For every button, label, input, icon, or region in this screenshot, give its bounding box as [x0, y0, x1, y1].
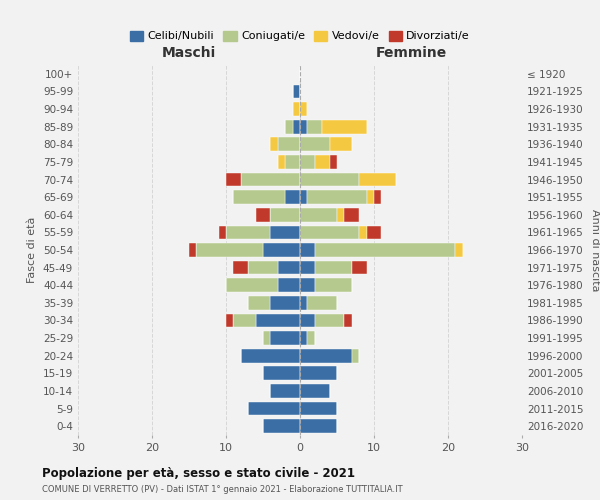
Bar: [300, 172, 359, 186]
Bar: [315, 260, 352, 274]
Bar: [315, 243, 455, 257]
Y-axis label: Fasce di età: Fasce di età: [28, 217, 37, 283]
Bar: [307, 296, 337, 310]
Text: COMUNE DI VERRETTO (PV) - Dati ISTAT 1° gennaio 2021 - Elaborazione TUTTITALIA.I: COMUNE DI VERRETTO (PV) - Dati ISTAT 1° …: [42, 485, 403, 494]
Bar: [293, 120, 300, 134]
Text: Femmine: Femmine: [376, 46, 446, 60]
Bar: [263, 331, 271, 345]
Bar: [300, 296, 307, 310]
Bar: [300, 402, 337, 415]
Bar: [300, 278, 315, 292]
Bar: [278, 138, 300, 151]
Bar: [248, 260, 278, 274]
Bar: [300, 420, 337, 433]
Bar: [285, 120, 293, 134]
Bar: [300, 349, 352, 362]
Bar: [256, 208, 271, 222]
Bar: [256, 314, 300, 328]
Bar: [248, 402, 300, 415]
Bar: [300, 260, 315, 274]
Bar: [352, 349, 359, 362]
Bar: [226, 172, 241, 186]
Bar: [374, 190, 382, 204]
Bar: [248, 296, 271, 310]
Bar: [278, 155, 285, 169]
Bar: [263, 243, 300, 257]
Text: Popolazione per età, sesso e stato civile - 2021: Popolazione per età, sesso e stato civil…: [42, 468, 355, 480]
Bar: [271, 384, 300, 398]
Bar: [241, 349, 300, 362]
Bar: [271, 226, 300, 239]
Bar: [271, 208, 300, 222]
Bar: [300, 138, 329, 151]
Bar: [315, 278, 352, 292]
Bar: [300, 190, 307, 204]
Bar: [344, 208, 359, 222]
Text: Maschi: Maschi: [162, 46, 216, 60]
Bar: [271, 331, 300, 345]
Bar: [293, 84, 300, 98]
Bar: [285, 155, 300, 169]
Bar: [233, 190, 285, 204]
Bar: [322, 120, 367, 134]
Y-axis label: Anni di nascita: Anni di nascita: [590, 209, 600, 291]
Bar: [300, 208, 337, 222]
Bar: [337, 208, 344, 222]
Bar: [285, 190, 300, 204]
Bar: [271, 138, 278, 151]
Bar: [359, 226, 367, 239]
Bar: [315, 155, 329, 169]
Bar: [352, 260, 367, 274]
Bar: [307, 120, 322, 134]
Bar: [218, 226, 226, 239]
Bar: [263, 366, 300, 380]
Bar: [300, 102, 307, 116]
Bar: [300, 314, 315, 328]
Bar: [300, 243, 315, 257]
Bar: [455, 243, 463, 257]
Bar: [226, 226, 271, 239]
Bar: [300, 155, 315, 169]
Bar: [293, 102, 300, 116]
Bar: [189, 243, 196, 257]
Bar: [344, 314, 352, 328]
Bar: [196, 243, 263, 257]
Bar: [300, 331, 307, 345]
Bar: [300, 384, 329, 398]
Bar: [307, 331, 315, 345]
Bar: [367, 190, 374, 204]
Legend: Celibi/Nubili, Coniugati/e, Vedovi/e, Divorziati/e: Celibi/Nubili, Coniugati/e, Vedovi/e, Di…: [125, 26, 475, 46]
Bar: [233, 260, 248, 274]
Bar: [367, 226, 382, 239]
Bar: [307, 190, 367, 204]
Bar: [271, 296, 300, 310]
Bar: [329, 138, 352, 151]
Bar: [278, 260, 300, 274]
Bar: [241, 172, 300, 186]
Bar: [300, 226, 359, 239]
Bar: [359, 172, 396, 186]
Bar: [329, 155, 337, 169]
Bar: [278, 278, 300, 292]
Bar: [226, 278, 278, 292]
Bar: [233, 314, 256, 328]
Bar: [263, 420, 300, 433]
Bar: [315, 314, 344, 328]
Bar: [226, 314, 233, 328]
Bar: [300, 120, 307, 134]
Bar: [300, 366, 337, 380]
